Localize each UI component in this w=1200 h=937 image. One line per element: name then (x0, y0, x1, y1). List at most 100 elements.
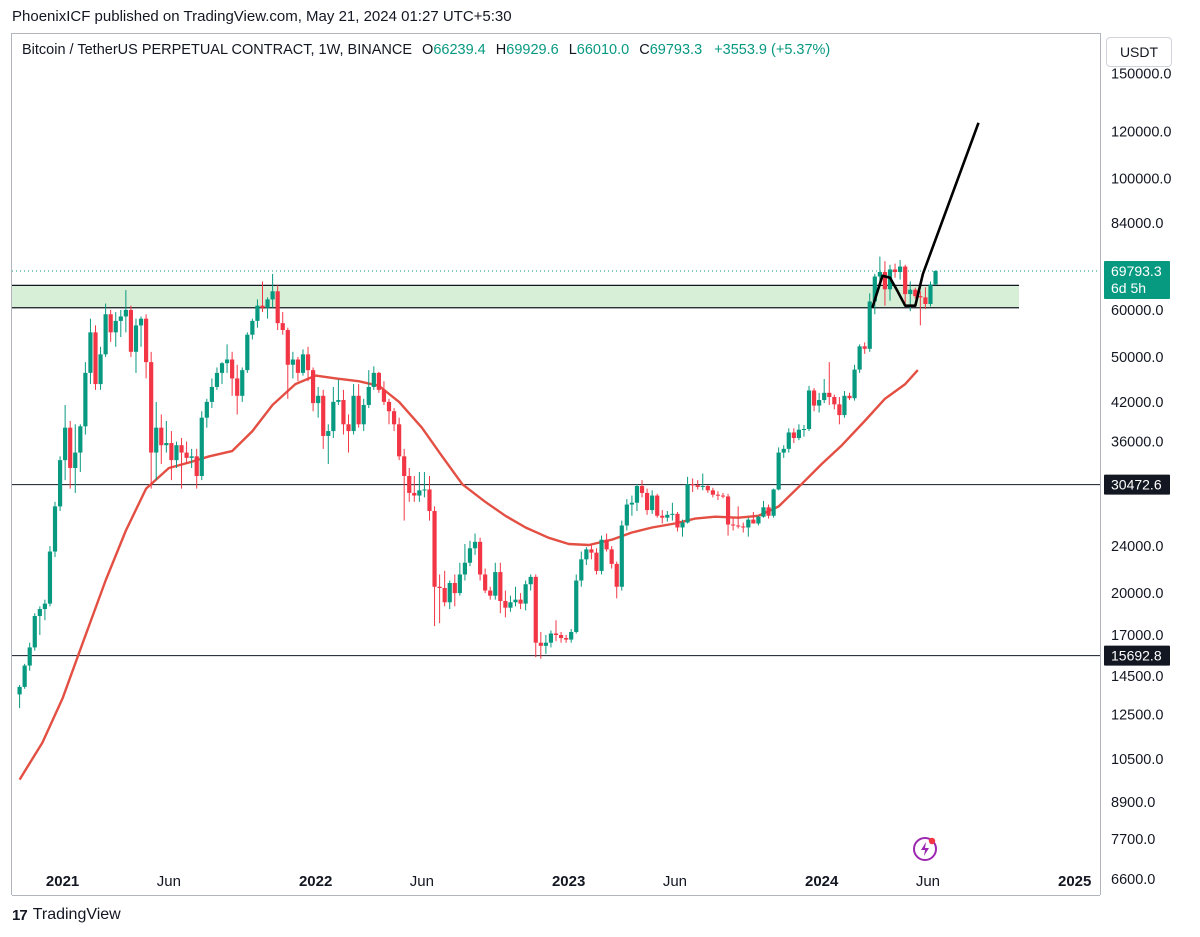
candle (290, 351, 295, 379)
candle (447, 580, 452, 610)
candle (27, 642, 32, 671)
candle (300, 349, 306, 376)
candle (341, 389, 346, 435)
candle-body (300, 354, 306, 373)
candle (695, 480, 700, 490)
candle-body (634, 486, 640, 503)
tradingview-logo-icon: 17 (12, 906, 28, 924)
candle-body (189, 456, 194, 458)
candle-body (488, 590, 493, 596)
candle (670, 502, 675, 521)
candle (538, 631, 543, 659)
candle-body (933, 270, 938, 285)
y-axis-tick-label: 6600.0 (1111, 872, 1155, 888)
candle (240, 367, 245, 402)
tradingview-brand[interactable]: 17 TradingView (12, 906, 121, 924)
candle (169, 431, 174, 481)
candle (533, 574, 538, 658)
candle (634, 484, 640, 512)
symbol-legend: Bitcoin / TetherUS PERPETUAL CONTRACT, 1… (22, 42, 830, 58)
candle-body (326, 431, 331, 436)
candle-body (594, 552, 599, 571)
candle (467, 540, 473, 567)
candle-body (442, 588, 447, 603)
candle (827, 362, 832, 405)
chart-frame-right (1100, 33, 1101, 895)
candle-body (498, 572, 503, 601)
candle-body (371, 372, 376, 387)
candle-body (624, 504, 629, 526)
candle-body (417, 490, 422, 496)
candle (189, 448, 194, 468)
candle-body (113, 320, 118, 333)
candle (811, 388, 817, 412)
candle (771, 488, 776, 518)
candle-body (746, 519, 751, 528)
candle-body (766, 507, 771, 516)
candle (103, 303, 108, 357)
candle-body (670, 513, 675, 515)
candle (751, 511, 756, 524)
candle-body (88, 332, 93, 373)
candle (513, 586, 518, 607)
candle (351, 384, 356, 435)
candle-body (761, 507, 766, 517)
candle (361, 398, 366, 432)
candle-body (872, 276, 877, 302)
candle-body (705, 486, 710, 491)
open-value: 66239.4 (433, 42, 486, 58)
candle-body (811, 390, 817, 406)
candle (867, 293, 872, 352)
candle (133, 318, 139, 373)
level-price-label: 30472.6 (1111, 477, 1162, 493)
candle (690, 478, 695, 493)
candle (275, 285, 280, 331)
candle-body (882, 272, 888, 290)
candle-body (290, 359, 295, 365)
candle (928, 281, 933, 307)
candle (761, 500, 766, 518)
candle-body (184, 452, 189, 458)
candle-body (412, 492, 417, 496)
candle (822, 378, 827, 404)
currency-button[interactable]: USDT (1106, 37, 1172, 67)
candle-body (913, 289, 918, 297)
candle (250, 318, 255, 340)
candle (295, 356, 301, 382)
y-axis-tick-label: 10500.0 (1111, 752, 1163, 768)
candle-body (564, 638, 569, 640)
candle (650, 490, 655, 514)
candle-body (255, 305, 260, 321)
candle-body (801, 429, 807, 431)
candle (918, 291, 923, 326)
candle (371, 366, 376, 390)
last-price-tag (1104, 260, 1170, 299)
candle (801, 424, 807, 437)
close-value: 69793.3 (649, 42, 703, 58)
candle (493, 562, 498, 600)
lightning-bolt-icon[interactable] (912, 836, 938, 862)
candle (857, 344, 862, 373)
candle-body (457, 574, 462, 594)
symbol-name[interactable]: Bitcoin / TetherUS PERPETUAL CONTRACT, 1… (22, 42, 412, 58)
candle-body (159, 427, 164, 446)
candle-body (842, 395, 847, 416)
candle-body (781, 448, 786, 453)
candle-body (538, 642, 543, 646)
candle (154, 401, 159, 481)
open-label: O (422, 42, 434, 58)
candle-body (877, 272, 882, 277)
candle (599, 535, 604, 575)
candle-body (892, 269, 898, 273)
candle-body (32, 616, 37, 648)
candle (837, 396, 842, 425)
candle (174, 441, 179, 468)
candle (432, 506, 437, 627)
candle (179, 438, 184, 489)
y-axis-tick-label: 120000.0 (1111, 124, 1171, 140)
candle-body (280, 323, 285, 331)
candle (594, 548, 599, 575)
candle-body (650, 495, 655, 511)
candle-body (483, 574, 488, 591)
